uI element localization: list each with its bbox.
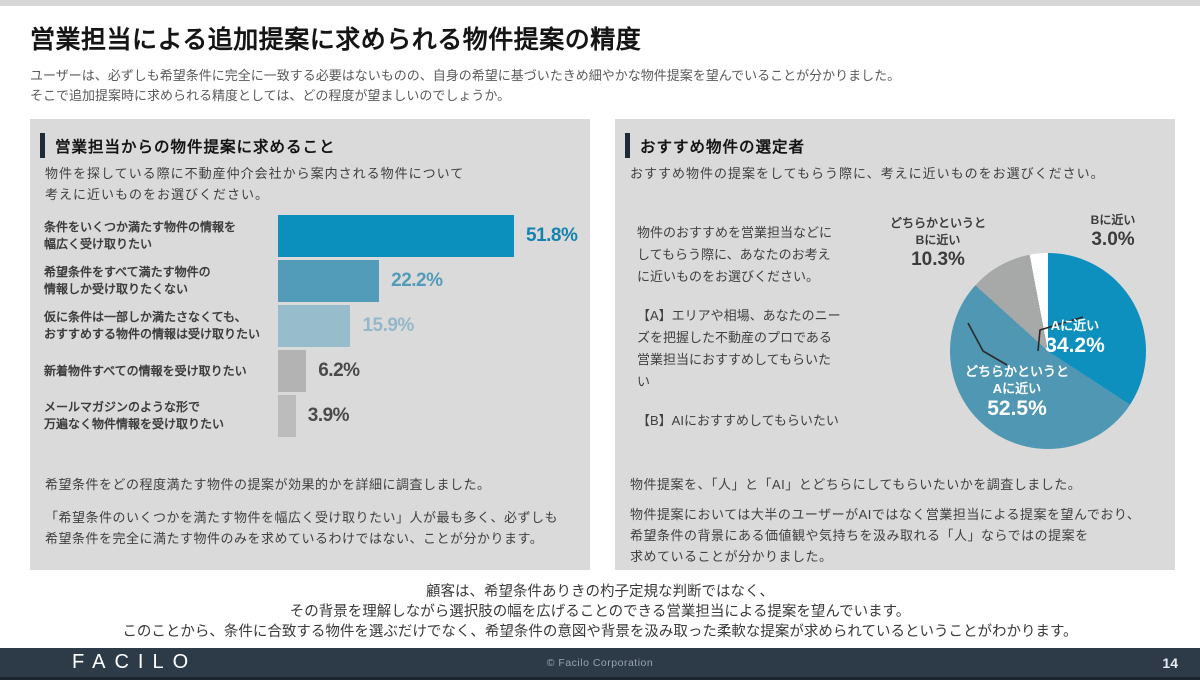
bar-row: 条件をいくつか満たす物件の情報を 幅広く受け取りたい 51.8%: [44, 215, 578, 257]
bar-category-label: 新着物件すべての情報を受け取りたい: [44, 363, 247, 378]
option-a-text: 【A】エリアや相場、あなたのニー ズを把握した不動産のプロである 営業担当におす…: [637, 308, 841, 389]
page-subtitle: ユーザーは、必ずしも希望条件に完全に一致する必要はないものの、自身の希望に基づい…: [30, 68, 901, 103]
left-panel-heading: 営業担当からの物件提案に求めること: [30, 119, 590, 158]
left-panel: 営業担当からの物件提案に求めること 物件を探している際に不動産仲介会社から案内さ…: [30, 119, 590, 570]
right-panel-description: おすすめ物件の提案をしてもらう際に、考えに近いものをお選びください。: [630, 166, 1105, 181]
bar-row: 仮に条件は一部しか満たさなくても、 おすすめする物件の情報は受け取りたい 15.9…: [44, 305, 578, 347]
bar-value-label: 15.9%: [362, 315, 414, 336]
bar-value-label: 51.8%: [526, 225, 578, 246]
left-panel-description: 物件を探している際に不動産仲介会社から案内される物件について 考えに近いものをお…: [45, 166, 465, 202]
bar-value-label: 22.2%: [391, 270, 443, 291]
right-panel-note-2: 物件提案においては大半のユーザーがAIではなく営業担当による提案を望んでおり、 …: [630, 507, 1141, 564]
pie-chart: どちらかというと Bに近い 10.3% Bに近い 3.0% Aに近い 34.2%…: [890, 205, 1175, 515]
bar-fill: [278, 395, 296, 437]
left-panel-note-2: 「希望条件のいくつかを満たす物件を幅広く受け取りたい」人が最も多く、必ずしも 希…: [45, 510, 559, 546]
left-panel-title: 営業担当からの物件提案に求めること: [55, 138, 336, 156]
heading-accent-bar: [625, 133, 630, 158]
bar-row: メールマガジンのような形で 万遍なく物件情報を受け取りたい 3.9%: [44, 395, 578, 437]
option-b-text: 【B】AIにおすすめしてもらいたい: [637, 413, 839, 428]
bar-fill: [278, 350, 307, 392]
top-strip: [0, 0, 1200, 6]
bar-category-label: 条件をいくつか満たす物件の情報を 幅広く受け取りたい: [44, 220, 237, 251]
pie-leader-lines: [967, 316, 1084, 366]
right-panel-title: おすすめ物件の選定者: [640, 138, 806, 156]
pie-label-rather-a: どちらかというと Aに近い 52.5%: [964, 364, 1069, 420]
bar-row: 希望条件をすべて満たす物件の 情報しか受け取りたくない 22.2%: [44, 260, 578, 302]
footer: FACILO © Facilo Corporation 14: [0, 648, 1200, 680]
left-panel-note-1: 希望条件をどの程度満たす物件の提案が効果的かを詳細に調査しました。: [45, 477, 491, 492]
bar-value-label: 3.9%: [307, 405, 350, 426]
bar-chart: 条件をいくつか満たす物件の情報を 幅広く受け取りたい 51.8% 希望条件をすべて満…: [44, 215, 578, 440]
page-number: 14: [1162, 654, 1178, 671]
facilo-logo: FACILO: [72, 651, 198, 673]
pie-label-rather-b: どちらかというと Bに近い 10.3%: [889, 216, 986, 270]
pie-question: 物件のおすすめを営業担当などに してもらう際に、あなたのお考え に近いものをお選…: [637, 225, 833, 284]
right-panel-heading: おすすめ物件の選定者: [615, 119, 1175, 158]
bar-value-label: 6.2%: [318, 360, 360, 381]
right-panel-note-1: 物件提案を、「人」と「AI」とどちらにしてもらいたいかを調査しました。: [630, 477, 1082, 492]
bar-row: 新着物件すべての情報を受け取りたい 6.2%: [44, 350, 578, 392]
bar-category-label: メールマガジンのような形で 万遍なく物件情報を受け取りたい: [44, 400, 225, 431]
footer-copyright: © Facilo Corporation: [546, 656, 654, 669]
pie-label-close-b: Bに近い 3.0%: [1090, 213, 1136, 250]
page-title: 営業担当による追加提案に求められる物件提案の精度: [30, 26, 642, 54]
bar-fill: [278, 215, 514, 257]
pie-question-block: 物件のおすすめを営業担当などに してもらう際に、あなたのお考え に近いものをお選…: [637, 222, 887, 449]
bar-fill: [278, 260, 380, 302]
right-panel: おすすめ物件の選定者 おすすめ物件の提案をしてもらう際に、考えに近いものをお選び…: [615, 119, 1175, 570]
bar-category-label: 仮に条件は一部しか満たさなくても、 おすすめする物件の情報は受け取りたい: [44, 310, 261, 341]
conclusion-text: 顧客は、希望条件ありきの杓子定規な判断ではなく、 その背景を理解しながら選択肢の…: [122, 584, 1078, 640]
bar-category-label: 希望条件をすべて満たす物件の 情報しか受け取りたくない: [44, 265, 211, 296]
heading-accent-bar: [40, 133, 45, 158]
bar-fill: [278, 305, 351, 347]
pie-label-close-a: Aに近い 34.2%: [1045, 318, 1105, 357]
